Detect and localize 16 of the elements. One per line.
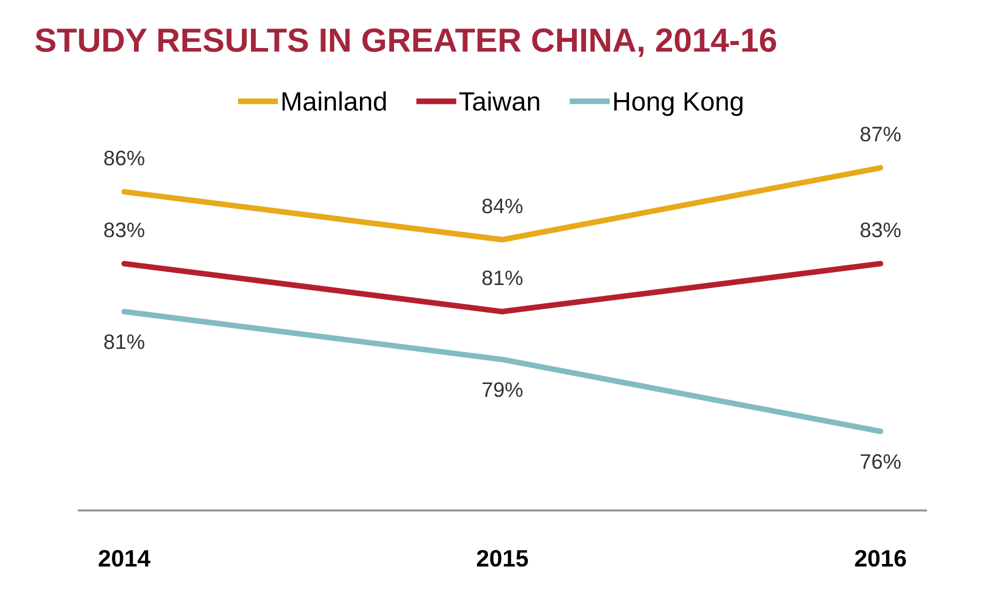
data-label: 76% — [860, 454, 901, 469]
x-tick-label: 2015 — [476, 550, 528, 567]
data-label: 86% — [104, 150, 144, 166]
x-tick-label: 2016 — [855, 550, 906, 567]
legend-label: Taiwan — [459, 91, 540, 111]
data-label: 87% — [860, 126, 901, 142]
chart-title: STUDY RESULTS IN GREATER CHINA, 2014-16 — [35, 28, 776, 57]
data-label: 84% — [482, 198, 522, 214]
legend-label: Hong Kong — [614, 92, 742, 116]
x-tick-label: 2014 — [98, 550, 150, 567]
data-label: 81% — [482, 270, 522, 286]
data-label: 83% — [860, 222, 901, 238]
data-label: 79% — [482, 382, 522, 398]
data-label: 81% — [104, 334, 144, 350]
data-label: 83% — [104, 222, 144, 238]
legend-label: Mainland — [282, 91, 386, 111]
